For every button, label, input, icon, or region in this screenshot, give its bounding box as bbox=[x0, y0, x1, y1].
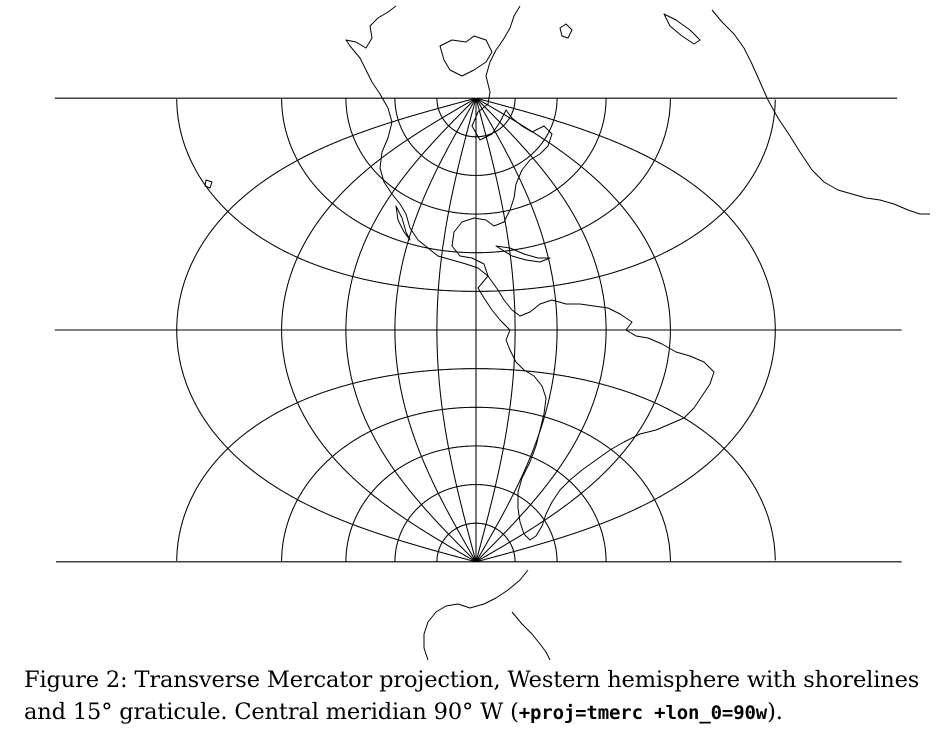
parallel-line bbox=[281, 98, 671, 254]
parallel-line bbox=[436, 522, 516, 562]
south-america-coast bbox=[477, 275, 715, 541]
shorelines bbox=[204, 5, 930, 660]
hawaii-island bbox=[204, 179, 213, 189]
antarctic-peninsula-coast bbox=[423, 569, 529, 660]
parallel-line bbox=[176, 99, 776, 292]
cuba-coast bbox=[495, 245, 551, 263]
map-figure bbox=[54, 5, 930, 660]
parallel-line bbox=[281, 406, 671, 562]
parallel-line bbox=[436, 98, 516, 138]
parallel-line bbox=[345, 445, 607, 562]
figure-caption: Figure 2: Transverse Mercator projection… bbox=[24, 664, 939, 729]
caption-code: +proj=tmerc +lon_0=90w bbox=[518, 702, 768, 724]
caption-text: Transverse Mercator projection, Western … bbox=[24, 667, 920, 725]
antarctica-coast bbox=[511, 611, 551, 660]
caption-suffix: ). bbox=[767, 699, 783, 725]
north-america-coast bbox=[345, 5, 553, 277]
greenland-coast bbox=[559, 23, 573, 39]
europe-coast bbox=[711, 9, 930, 215]
canada-coast bbox=[439, 35, 493, 77]
graticule bbox=[54, 97, 902, 563]
parallel-line bbox=[176, 368, 776, 561]
parallel-line bbox=[394, 98, 558, 176]
parallel-line bbox=[345, 98, 607, 215]
svalbard-coast bbox=[663, 13, 701, 45]
baja-coast bbox=[395, 205, 411, 241]
caption-prefix: Figure 2: bbox=[24, 667, 128, 693]
